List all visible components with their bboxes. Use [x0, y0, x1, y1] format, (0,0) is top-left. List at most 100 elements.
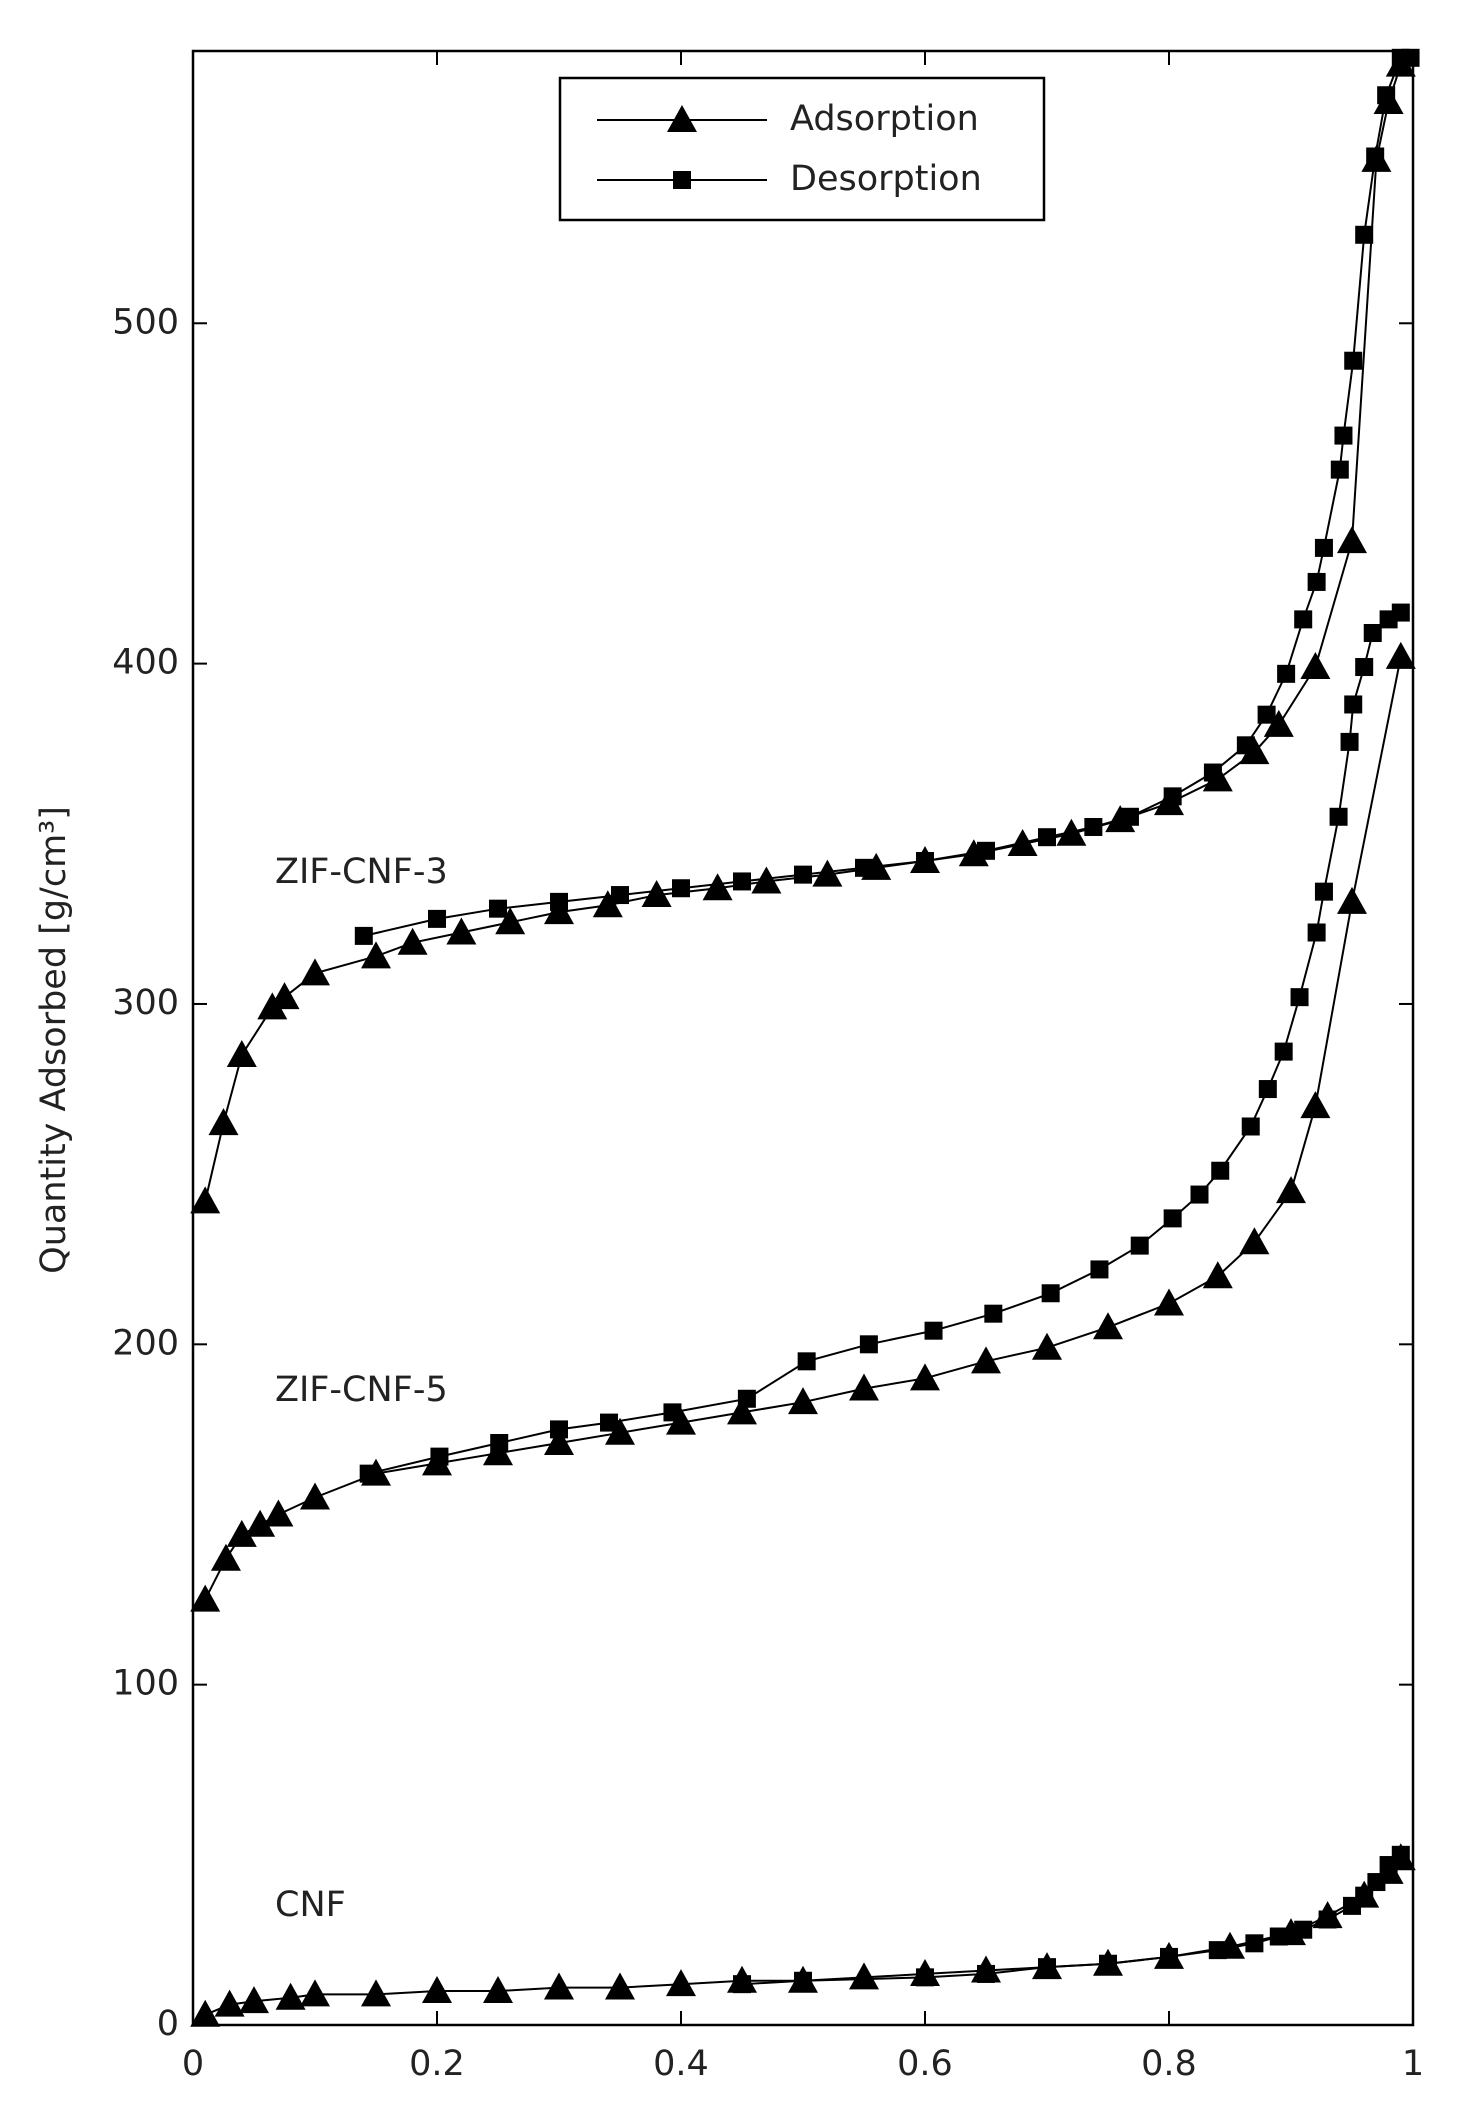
triangle-marker	[849, 1962, 879, 1990]
y-tick-label: 0	[157, 2004, 179, 2044]
square-marker	[1344, 695, 1363, 714]
square-marker	[733, 872, 751, 891]
square-marker	[977, 1964, 995, 1983]
triangle-marker	[226, 1040, 257, 1068]
triangle-marker	[812, 859, 843, 887]
square-marker	[428, 909, 446, 928]
triangle-marker	[208, 1108, 239, 1136]
square-marker	[1090, 1260, 1109, 1279]
curve	[204, 656, 1402, 1601]
triangle-marker	[214, 1989, 245, 2017]
square-marker	[1367, 1873, 1386, 1892]
triangle-marker	[605, 1972, 635, 2000]
x-tick-label: 1	[1402, 2044, 1424, 2084]
triangle-marker	[300, 1482, 330, 1510]
triangle-marker	[910, 1363, 940, 1391]
triangle-marker	[971, 1346, 1001, 1374]
triangle-marker	[667, 105, 697, 132]
plot-frame	[191, 49, 1415, 2027]
x-tick-label: 0.6	[897, 2044, 953, 2084]
square-marker	[1041, 1284, 1060, 1303]
square-marker	[673, 171, 691, 189]
x-tick-label: 0.2	[409, 2044, 465, 2084]
triangle-marker	[666, 1969, 696, 1997]
triangle-marker	[641, 880, 672, 908]
triangle-marker	[1385, 641, 1416, 669]
square-marker	[1379, 610, 1398, 629]
square-marker	[600, 1413, 619, 1432]
square-marker	[1355, 225, 1374, 244]
legend-box	[558, 76, 1046, 222]
triangle-marker	[727, 1397, 757, 1425]
square-marker	[1274, 1042, 1293, 1061]
square-marker	[1307, 572, 1326, 591]
triangle-marker	[788, 1387, 818, 1415]
triangle-marker	[300, 958, 330, 986]
square-marker	[1290, 988, 1309, 1007]
curve	[204, 64, 1402, 1202]
triangle-marker	[1300, 1091, 1331, 1119]
square-marker	[859, 1335, 878, 1354]
square-marker	[430, 1447, 449, 1466]
triangle-marker	[422, 1975, 452, 2003]
square-marker	[1038, 828, 1056, 847]
square-marker	[1334, 426, 1353, 445]
square-marker	[354, 926, 373, 945]
triangle-marker	[1202, 1261, 1233, 1289]
square-marker	[490, 1434, 509, 1453]
square-marker	[1257, 705, 1276, 724]
square-marker	[1391, 48, 1410, 67]
square-marker	[1314, 538, 1333, 557]
square-marker	[663, 1403, 682, 1422]
square-marker	[1318, 1910, 1337, 1929]
sample-label: ZIF-CNF-5	[275, 1370, 448, 1410]
square-marker	[1236, 736, 1255, 755]
square-marker	[733, 1975, 751, 1994]
square-marker	[855, 858, 873, 877]
y-tick-label: 200	[112, 1323, 179, 1363]
triangle-marker	[275, 1982, 306, 2010]
triangle-marker	[190, 1584, 221, 1612]
square-marker	[550, 892, 568, 911]
square-marker	[1245, 1934, 1264, 1953]
triangle-marker	[1154, 1288, 1184, 1316]
triangle-marker	[300, 1979, 330, 2007]
triangle-marker	[605, 1417, 635, 1445]
triangle-marker	[592, 890, 623, 918]
square-marker	[1340, 732, 1359, 751]
square-marker	[916, 852, 934, 871]
y-tick-label: 500	[112, 302, 179, 342]
triangle-marker	[361, 1979, 391, 2007]
curve	[741, 1854, 1402, 1986]
square-marker	[977, 841, 995, 860]
square-marker	[359, 1464, 378, 1483]
square-marker	[1163, 787, 1182, 806]
square-marker	[1269, 1927, 1288, 1946]
square-marker	[1294, 1920, 1313, 1939]
square-marker	[1190, 1185, 1209, 1204]
triangle-marker	[495, 907, 526, 935]
sample-label: ZIF-CNF-3	[275, 852, 448, 892]
triangle-marker	[1263, 709, 1294, 737]
triangle-marker	[269, 982, 300, 1010]
square-marker	[1366, 147, 1385, 166]
square-marker	[1130, 1236, 1149, 1255]
triangle-marker	[245, 1509, 276, 1537]
square-marker	[1160, 1947, 1178, 1966]
legend-label: Desorption	[790, 159, 982, 199]
square-marker	[1203, 763, 1222, 782]
square-marker	[1084, 817, 1103, 836]
square-marker	[794, 865, 812, 884]
square-marker	[1099, 1954, 1117, 1973]
legend-label: Adsorption	[790, 99, 979, 139]
square-marker	[1307, 923, 1326, 942]
triangle-marker	[1093, 1312, 1123, 1340]
square-marker	[1211, 1161, 1230, 1180]
square-marker	[1241, 1117, 1260, 1136]
triangle-marker	[190, 1999, 221, 2027]
square-marker	[1377, 86, 1396, 105]
square-marker	[916, 1968, 934, 1987]
triangle-marker	[1337, 526, 1367, 554]
triangle-marker	[190, 1186, 221, 1214]
y-tick-label: 300	[112, 983, 179, 1023]
